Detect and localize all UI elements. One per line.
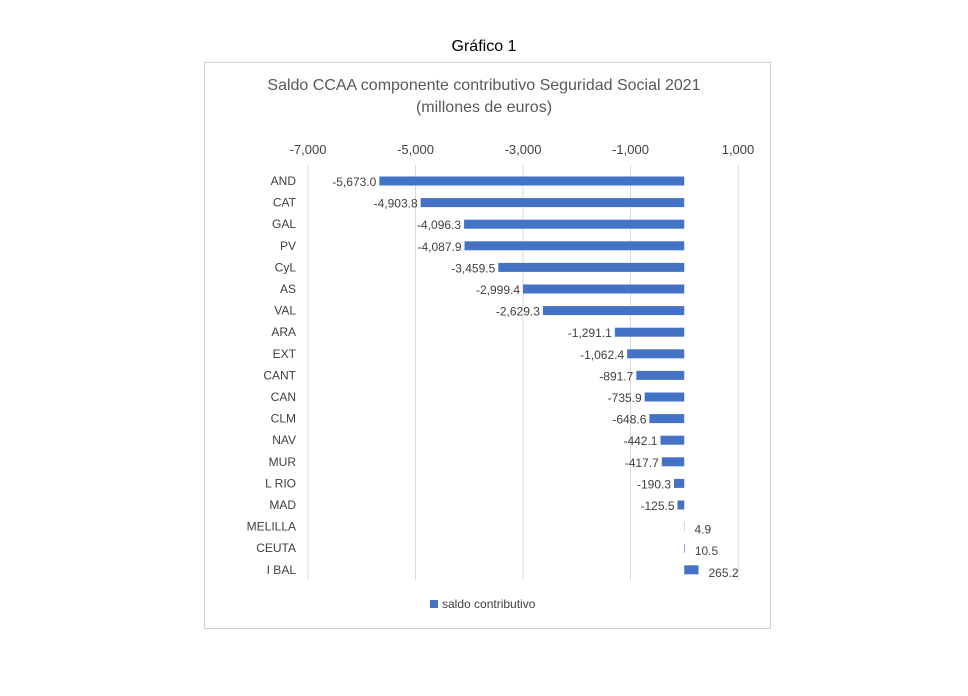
bar <box>636 370 685 380</box>
data-label: -891.7 <box>599 369 633 383</box>
bar <box>627 349 685 359</box>
x-tick-label: -3,000 <box>505 142 542 157</box>
chart-subtitle: (millones de euros) <box>415 99 553 116</box>
category-label: NAV <box>272 433 296 447</box>
data-label: 10.5 <box>695 544 719 558</box>
data-label: -735.9 <box>608 391 642 405</box>
category-label: CyL <box>275 260 297 274</box>
bar <box>677 500 685 510</box>
data-label: -2,999.4 <box>476 283 520 297</box>
data-label: -4,096.3 <box>417 218 461 232</box>
legend-label: saldo contributivo <box>442 597 536 611</box>
bar <box>684 565 699 575</box>
category-label: CAT <box>273 196 297 210</box>
data-label: -4,903.8 <box>374 197 418 211</box>
chart-frame <box>204 62 771 629</box>
category-label: CAN <box>271 390 296 404</box>
category-label: CLM <box>271 412 296 426</box>
category-label: CANT <box>263 368 296 382</box>
bar <box>420 198 685 208</box>
x-tick-label: 1,000 <box>722 142 755 157</box>
category-label: MELILLA <box>247 520 296 534</box>
category-label: AND <box>271 174 297 188</box>
bar <box>649 414 685 424</box>
x-tick-label: -5,000 <box>397 142 434 157</box>
category-label: I BAL <box>267 563 297 577</box>
bar <box>523 284 685 294</box>
bar <box>674 478 685 488</box>
data-label: -5,673.0 <box>332 175 376 189</box>
data-label: -125.5 <box>640 499 674 513</box>
bar <box>644 392 685 402</box>
bar <box>684 543 685 553</box>
category-label: L RIO <box>265 476 296 490</box>
data-label: -3,459.5 <box>451 261 495 275</box>
category-label: AS <box>280 282 296 296</box>
data-label: -648.6 <box>612 413 646 427</box>
data-label: -417.7 <box>625 456 659 470</box>
data-label: -2,629.3 <box>496 305 540 319</box>
category-label: EXT <box>273 347 297 361</box>
category-label: ARA <box>271 325 296 339</box>
bar <box>379 176 685 186</box>
bar <box>542 306 685 316</box>
x-tick-label: -1,000 <box>612 142 649 157</box>
bar <box>661 457 685 467</box>
legend: saldo contributivo <box>430 597 535 611</box>
category-label: VAL <box>274 304 296 318</box>
bar <box>464 241 685 251</box>
page-title: Gráfico 1 <box>451 38 517 55</box>
category-label: CEUTA <box>256 541 296 555</box>
category-label: PV <box>280 239 296 253</box>
bar <box>464 219 685 229</box>
category-label: MUR <box>269 455 297 469</box>
category-label: GAL <box>272 217 296 231</box>
data-label: 4.9 <box>695 523 712 537</box>
data-label: 265.2 <box>709 566 739 580</box>
data-label: -190.3 <box>637 477 671 491</box>
data-label: -442.1 <box>623 434 657 448</box>
data-label: -1,062.4 <box>580 348 624 362</box>
chart-title: Saldo CCAA componente contributivo Segur… <box>267 77 701 94</box>
bar <box>660 435 685 445</box>
x-tick-label: -7,000 <box>290 142 327 157</box>
bar <box>614 327 685 337</box>
category-label: MAD <box>269 498 296 512</box>
data-label: -4,087.9 <box>417 240 461 254</box>
bar <box>498 262 685 272</box>
data-label: -1,291.1 <box>568 326 612 340</box>
legend-swatch <box>430 600 438 608</box>
